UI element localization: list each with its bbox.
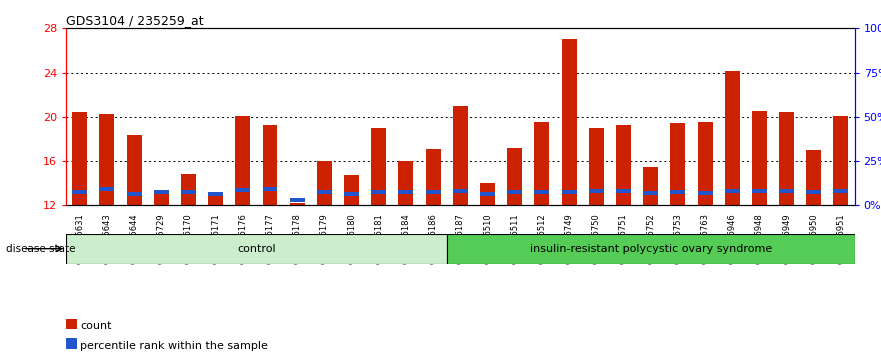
Text: GDS3104 / 235259_at: GDS3104 / 235259_at [66, 14, 204, 27]
Bar [72, 190, 87, 194]
Bar [751, 189, 766, 193]
Bar [779, 113, 794, 205]
Bar [100, 114, 115, 205]
Bar [426, 149, 440, 205]
Bar [127, 135, 142, 205]
Bar [453, 106, 468, 205]
Bar [72, 113, 87, 205]
Bar [779, 189, 794, 193]
Bar [263, 187, 278, 191]
Bar [398, 161, 413, 205]
Bar [181, 175, 196, 205]
Bar [725, 189, 740, 193]
Bar [290, 198, 305, 202]
Bar [698, 191, 713, 195]
Bar [561, 39, 576, 205]
Text: disease state: disease state [6, 244, 76, 254]
Text: percentile rank within the sample: percentile rank within the sample [80, 341, 268, 351]
Bar [751, 111, 766, 205]
Bar [317, 190, 332, 194]
Bar [235, 116, 250, 205]
Bar [806, 190, 821, 194]
FancyBboxPatch shape [447, 234, 855, 264]
FancyBboxPatch shape [66, 234, 447, 264]
Bar [317, 161, 332, 205]
Bar [290, 203, 305, 205]
Bar [344, 176, 359, 205]
Bar [833, 189, 848, 193]
Bar [100, 187, 115, 191]
Bar [698, 122, 713, 205]
Bar [589, 189, 603, 193]
Bar [344, 192, 359, 196]
Bar [154, 190, 169, 194]
Bar [480, 192, 495, 196]
Bar [643, 191, 658, 195]
Bar [263, 125, 278, 205]
Bar [453, 189, 468, 193]
Bar [127, 192, 142, 196]
Bar [806, 150, 821, 205]
Bar [670, 124, 685, 205]
Bar [725, 72, 740, 205]
Text: insulin-resistant polycystic ovary syndrome: insulin-resistant polycystic ovary syndr… [529, 244, 772, 254]
Bar [426, 190, 440, 194]
Bar [833, 116, 848, 205]
Bar [235, 188, 250, 192]
Bar [643, 167, 658, 205]
Bar [616, 125, 631, 205]
Bar [535, 122, 550, 205]
Text: count: count [80, 321, 112, 331]
Bar [398, 190, 413, 194]
Bar [208, 192, 223, 196]
Bar [480, 183, 495, 205]
Bar [670, 190, 685, 194]
Bar [371, 128, 386, 205]
Bar [507, 190, 522, 194]
Bar [561, 190, 576, 194]
Bar [535, 190, 550, 194]
Bar [616, 189, 631, 193]
Bar [371, 190, 386, 194]
Bar [589, 128, 603, 205]
Bar [208, 192, 223, 205]
Bar [154, 192, 169, 205]
Text: control: control [237, 244, 276, 254]
Bar [181, 190, 196, 194]
Bar [507, 148, 522, 205]
